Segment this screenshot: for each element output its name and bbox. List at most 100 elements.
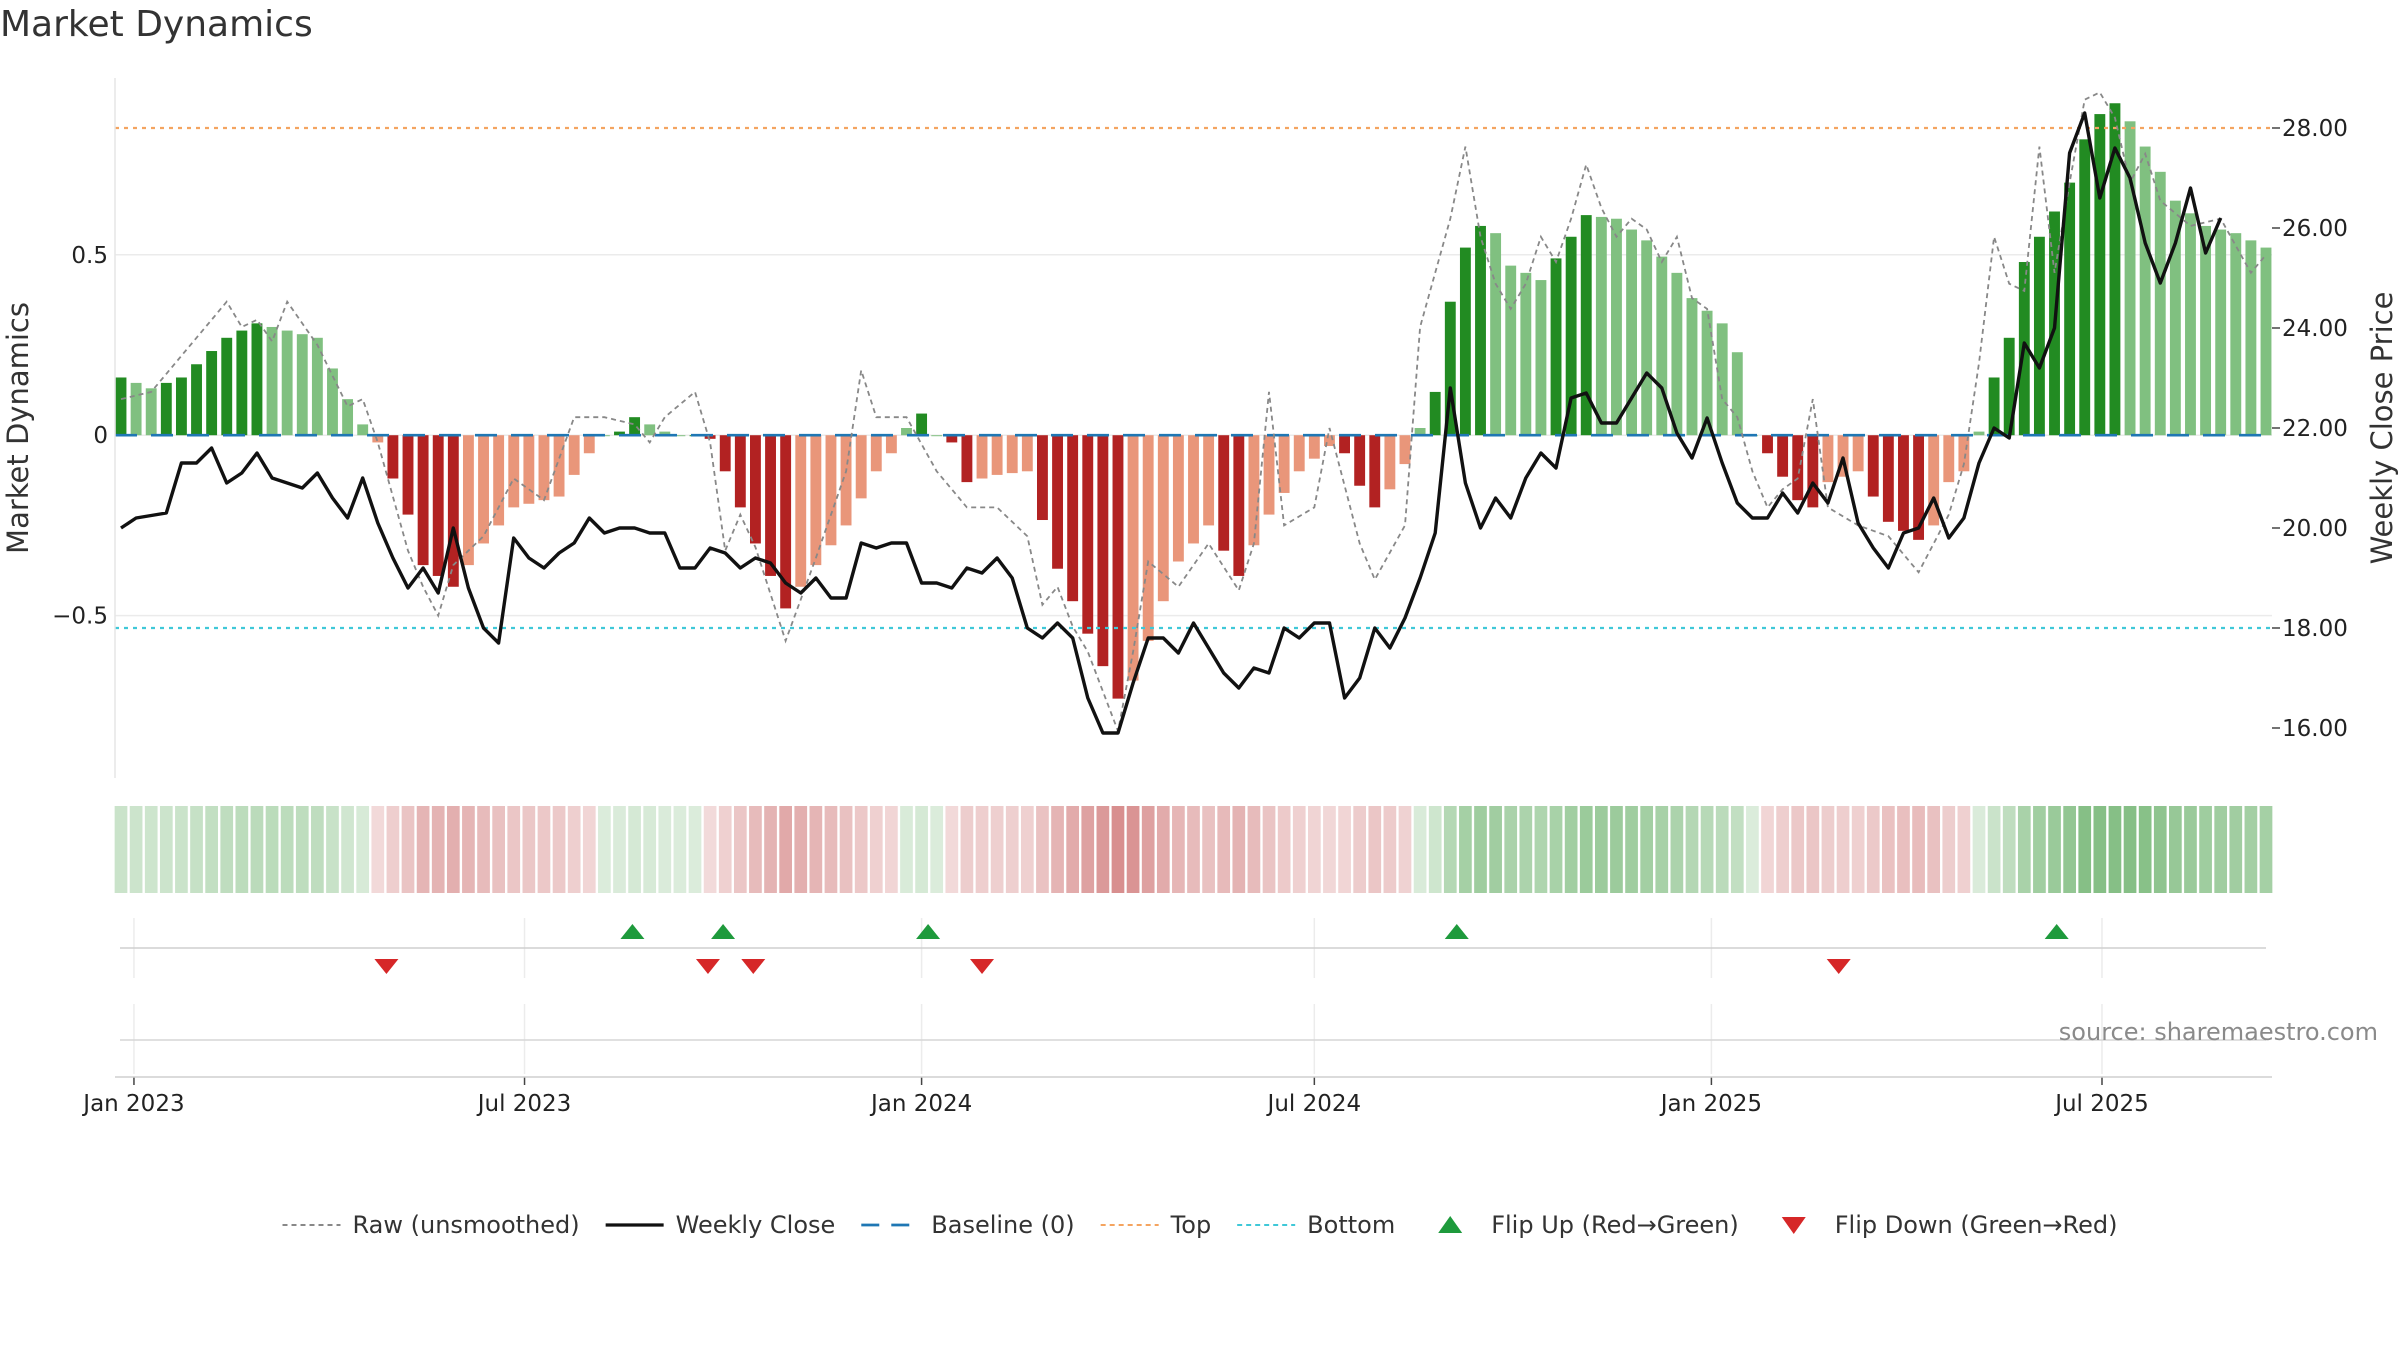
dynamics-bar (1520, 272, 1532, 436)
regime-cell (1504, 806, 1518, 893)
dynamics-bar (1958, 435, 1970, 472)
dynamics-bar (1973, 431, 1985, 436)
regime-cell (1761, 806, 1774, 893)
flip-down-marker (1826, 959, 1851, 974)
dynamics-bar (1052, 435, 1063, 569)
dynamics-bar (2154, 171, 2166, 436)
regime-cell (2123, 806, 2137, 893)
regime-cell (1957, 806, 1971, 893)
dynamics-bar (1656, 256, 1668, 436)
dynamics-bar (1037, 435, 1048, 521)
regime-cell (567, 806, 581, 893)
right-tick-label: 18.00 (2282, 616, 2348, 642)
right-tick-label: 22.00 (2282, 416, 2348, 442)
dynamics-bar (644, 424, 656, 436)
regime-cell (1172, 806, 1185, 893)
regime-cell (250, 806, 264, 893)
dynamics-bar (1867, 435, 1879, 497)
regime-cell (1051, 806, 1064, 893)
dynamics-bar (583, 435, 595, 454)
dynamics-bar (765, 435, 776, 576)
regime-cell (1610, 806, 1623, 893)
regime-cell (1534, 806, 1548, 893)
regime-cell (1564, 806, 1578, 893)
dynamics-bar (1988, 377, 2000, 436)
dynamics-bar (1822, 435, 1834, 483)
regime-cell (1897, 806, 1910, 893)
dynamics-bar (462, 435, 474, 566)
dynamics-bar (478, 435, 489, 544)
dynamics-bar (1293, 435, 1305, 472)
dynamics-bar (372, 435, 384, 443)
dynamics-bar (191, 364, 202, 436)
dynamics-bar (1414, 428, 1426, 436)
dynamics-bar (1006, 435, 1018, 474)
dynamics-bar (659, 431, 671, 436)
dynamics-bar (2185, 213, 2196, 436)
regime-cell (386, 806, 400, 893)
regime-cell (628, 806, 641, 893)
dynamics-bar (1097, 435, 1109, 667)
regime-cell (733, 806, 747, 893)
dynamics-bar (1913, 435, 1925, 540)
regime-cell (1338, 806, 1351, 893)
dynamics-bar (1369, 435, 1381, 508)
regime-cell (2153, 806, 2167, 893)
flip-down-marker (741, 959, 766, 974)
flip-up-marker (1444, 924, 1469, 939)
dynamics-bar (1777, 435, 1789, 477)
left-tick-label: 0.5 (71, 243, 108, 269)
dynamics-bar (311, 337, 323, 436)
regime-cell (703, 806, 717, 893)
left-tick-label: 0 (93, 423, 108, 449)
dynamics-bar (251, 323, 263, 436)
regime-cell (1821, 806, 1835, 893)
regime-cell (1307, 806, 1321, 893)
regime-cell (477, 806, 490, 893)
dynamics-bar (281, 330, 293, 436)
dynamics-bar (1943, 435, 1955, 483)
regime-cell (1156, 806, 1170, 893)
dynamics-bar (1475, 225, 1486, 436)
dynamics-bar (1188, 435, 1199, 544)
regime-cell (2033, 806, 2046, 893)
dynamics-bar (327, 368, 338, 436)
dynamics-bar (1263, 435, 1275, 515)
dynamics-bar (810, 435, 822, 566)
regime-cell (688, 806, 702, 893)
bars-layer (115, 103, 2272, 699)
regime-cell (809, 806, 823, 893)
legend-item: Raw (unsmoothed) (282, 1211, 580, 1239)
dynamics-bar (1686, 298, 1698, 436)
dynamics-bar (2064, 182, 2076, 436)
right-tick-label: 28.00 (2282, 116, 2348, 142)
regime-cell (2199, 806, 2212, 893)
regime-cell (2002, 806, 2016, 893)
regime-cell (1428, 806, 1442, 893)
dynamics-bar (1248, 435, 1260, 546)
dynamics-bar (493, 435, 505, 526)
regime-cell (1866, 806, 1880, 893)
dynamics-bar (629, 417, 641, 436)
dynamics-bar (1671, 272, 1683, 436)
regime-cell (945, 806, 959, 893)
dynamics-bar (2094, 114, 2106, 436)
regime-cell (1519, 806, 1533, 893)
regime-cell (960, 806, 974, 893)
dynamics-bar (1641, 240, 1653, 436)
regime-cell (1096, 806, 1110, 893)
dynamics-bar (1112, 435, 1124, 699)
regime-cell (2229, 806, 2243, 893)
regime-cell (915, 806, 928, 893)
dynamics-bar (387, 435, 399, 479)
regime-cell (1882, 806, 1895, 893)
dynamics-bar (795, 435, 807, 587)
regime-cell (1323, 806, 1336, 893)
dynamics-bar (538, 435, 550, 501)
regime-cell (371, 806, 385, 893)
regime-cell (1081, 806, 1095, 893)
dynamics-bar (221, 337, 233, 436)
regime-cell (1579, 806, 1593, 893)
regime-cell (190, 806, 203, 893)
regime-cell (1625, 806, 1638, 893)
